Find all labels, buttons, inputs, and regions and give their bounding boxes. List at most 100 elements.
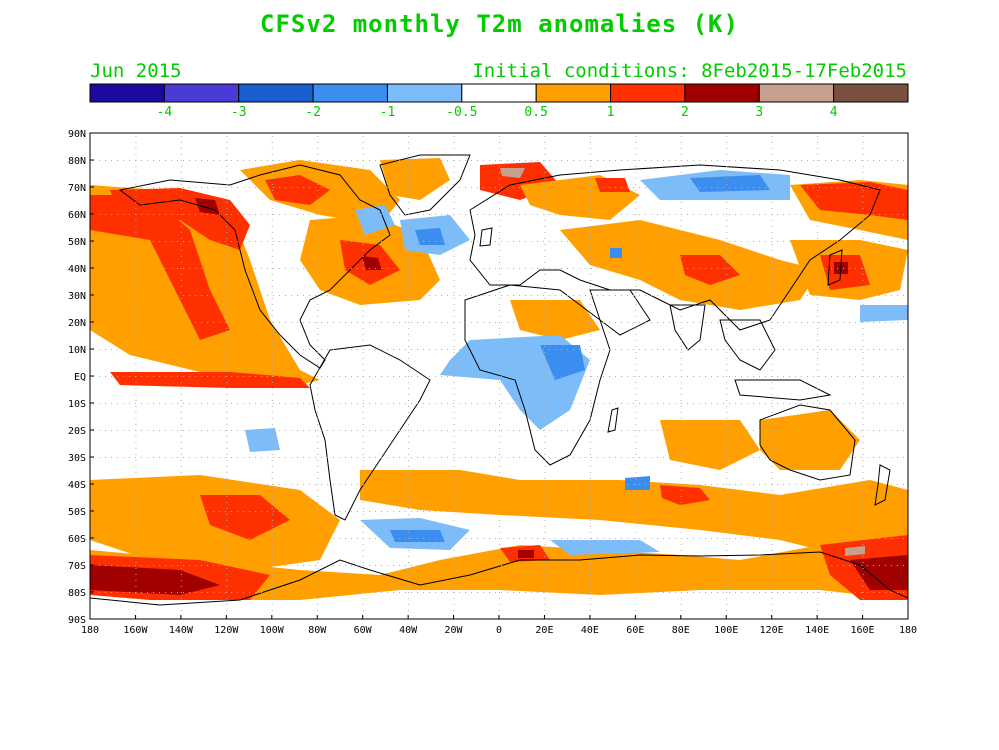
lon-label: 100W xyxy=(260,625,285,636)
anom-barents-blue-2 xyxy=(690,175,770,192)
legend-label: -0.5 xyxy=(446,105,478,120)
lat-label: 50S xyxy=(68,507,86,518)
lon-label: 120E xyxy=(760,625,784,636)
anom-southern-red xyxy=(660,485,710,505)
lon-label: 180 xyxy=(81,625,99,636)
lon-label: 80E xyxy=(672,625,690,636)
lat-label: EQ xyxy=(74,372,86,383)
lat-label: 70N xyxy=(68,183,86,194)
lat-label: 60N xyxy=(68,210,86,221)
anom-dark-alaska xyxy=(195,198,220,215)
anom-australia xyxy=(760,410,860,470)
latitude-labels: 90N 80N 70N 60N 50N 40N 30N 20N 10N EQ 10S 20S 30S 40… xyxy=(68,129,86,626)
coast-india xyxy=(669,304,706,351)
coast-north-america xyxy=(118,164,391,369)
graticule xyxy=(93,136,904,617)
anom-canada-red xyxy=(265,175,330,205)
coastlines xyxy=(90,154,908,606)
anom-east-antarctica-dark xyxy=(850,555,908,590)
anom-sahara xyxy=(510,300,600,340)
anom-arctic-dark xyxy=(500,168,525,178)
color-legend xyxy=(89,83,909,103)
axis-ticks xyxy=(89,132,909,620)
anom-atlantic-blue-2 xyxy=(415,228,445,245)
anom-south-pac-blue xyxy=(245,428,280,452)
lon-label: 140W xyxy=(169,625,194,636)
lat-label: 20N xyxy=(68,318,86,329)
anom-pacific-blue xyxy=(860,305,908,322)
lon-label: 60W xyxy=(354,625,373,636)
lat-label: 90S xyxy=(68,615,86,626)
longitude-labels: 180 160W 140W 120W 100W 80W 60W 40W 20W 0 20E 40E 60… xyxy=(81,625,917,636)
anom-ross-dark xyxy=(90,565,220,595)
legend-label: -1 xyxy=(379,105,396,120)
coast-greenland xyxy=(379,154,471,216)
lon-label: 180 xyxy=(899,625,917,636)
lon-label: 140E xyxy=(805,625,829,636)
lon-label: 40E xyxy=(581,625,599,636)
anom-weddell-dark xyxy=(518,550,534,558)
anom-greenland xyxy=(380,158,450,200)
lat-label: 40S xyxy=(68,480,86,491)
legend-label: 2 xyxy=(680,105,689,120)
coast-se-asia xyxy=(719,319,776,371)
anom-sub-antarctic-blue xyxy=(550,540,660,555)
lat-label: 20S xyxy=(68,426,86,437)
coast-antarctica xyxy=(90,551,908,606)
lon-label: 20W xyxy=(445,625,464,636)
initial-conditions: Initial conditions: 8Feb2015-17Feb2015 xyxy=(472,60,907,82)
anom-na-dark xyxy=(362,256,382,270)
lat-label: 90N xyxy=(68,129,86,140)
lat-label: 30S xyxy=(68,453,86,464)
coast-south-america xyxy=(309,344,431,521)
anom-cent-asia-blue xyxy=(610,248,622,258)
lat-label: 60S xyxy=(68,534,86,545)
lat-label: 80S xyxy=(68,588,86,599)
lon-label: 20E xyxy=(535,625,553,636)
anomaly-fill xyxy=(90,158,908,600)
legend-swatch xyxy=(833,83,909,103)
anom-antarctic-coast xyxy=(90,530,908,600)
lon-label: 40W xyxy=(399,625,418,636)
legend-label: 1 xyxy=(606,105,615,120)
anom-south-pacific-red xyxy=(200,495,290,540)
lon-label: 160E xyxy=(851,625,875,636)
anom-east-siberia-red xyxy=(800,182,908,220)
coast-japan xyxy=(827,249,843,286)
lat-label: 50N xyxy=(68,237,86,248)
lat-label: 10S xyxy=(68,399,86,410)
lon-label: 80W xyxy=(308,625,327,636)
coast-australia xyxy=(759,404,856,481)
anom-central-asia-red xyxy=(680,255,740,285)
coast-africa xyxy=(464,284,611,466)
coast-arabia xyxy=(589,289,651,336)
anom-south-atlantic-blue-2 xyxy=(390,530,445,542)
anom-indian-blue xyxy=(625,476,650,490)
anom-canada-blue xyxy=(355,205,395,235)
lon-label: 60E xyxy=(626,625,644,636)
forecast-month: Jun 2015 xyxy=(90,60,182,82)
anom-russia-red xyxy=(595,178,630,192)
coast-new-zealand xyxy=(874,464,891,506)
legend-label: -2 xyxy=(305,105,321,120)
lon-label: 120W xyxy=(214,625,239,636)
legend-label: -4 xyxy=(156,105,173,120)
lat-label: 10N xyxy=(68,345,86,356)
lat-label: 70S xyxy=(68,561,86,572)
lat-label: 80N xyxy=(68,156,86,167)
legend-label: 4 xyxy=(829,105,838,120)
lat-label: 40N xyxy=(68,264,86,275)
lon-label: 160W xyxy=(123,625,148,636)
legend-label: -3 xyxy=(230,105,247,120)
anom-north-pacific-red xyxy=(90,195,230,340)
anom-southern-ocean xyxy=(360,470,908,560)
anom-africa-blue-2 xyxy=(540,345,585,380)
page-title: CFSv2 monthly T2m anomalies (K) xyxy=(260,10,739,38)
anom-east-antarctica-tan xyxy=(845,546,865,556)
legend-label: 3 xyxy=(755,105,764,120)
coast-uk xyxy=(479,227,493,247)
lon-label: 100E xyxy=(714,625,738,636)
coast-indonesia xyxy=(734,379,832,401)
lat-label: 30N xyxy=(68,291,86,302)
